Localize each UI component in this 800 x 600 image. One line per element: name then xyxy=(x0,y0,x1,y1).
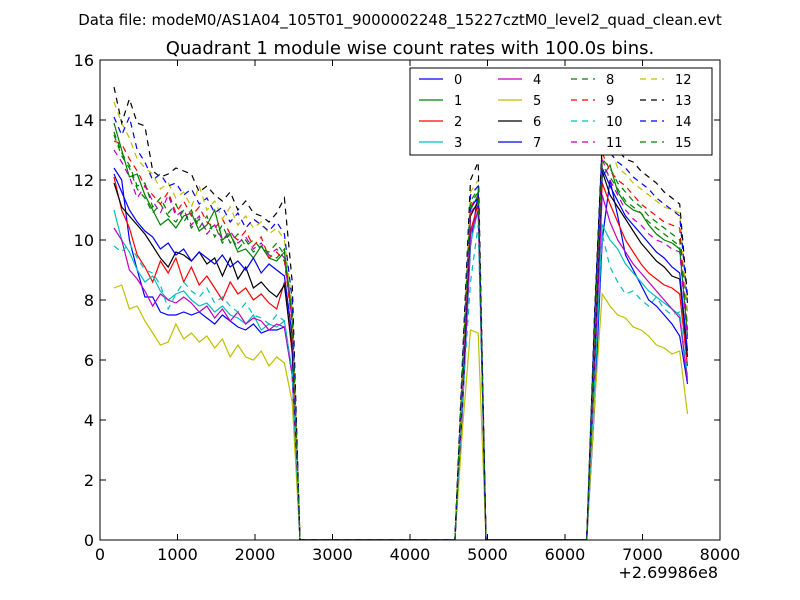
x-tick-label: 1000 xyxy=(157,545,198,564)
y-tick-label: 14 xyxy=(74,111,94,130)
legend-label-3: 3 xyxy=(454,136,462,151)
legend-label-7: 7 xyxy=(533,136,541,151)
y-tick-label: 12 xyxy=(74,171,94,190)
legend-label-2: 2 xyxy=(454,115,462,130)
legend-label-14: 14 xyxy=(675,115,692,130)
x-tick-label: 2000 xyxy=(235,545,276,564)
x-tick-label: 5000 xyxy=(467,545,508,564)
legend-label-8: 8 xyxy=(606,73,614,88)
legend-label-1: 1 xyxy=(454,94,462,109)
legend-label-13: 13 xyxy=(675,94,692,109)
legend-label-5: 5 xyxy=(533,94,541,109)
legend-label-0: 0 xyxy=(454,73,462,88)
legend-label-9: 9 xyxy=(606,94,614,109)
data-file-suptitle: Data file: modeM0/AS1A04_105T01_90000022… xyxy=(78,11,722,30)
series-line-10 xyxy=(113,224,689,540)
x-tick-label: 3000 xyxy=(312,545,353,564)
y-tick-label: 2 xyxy=(84,471,94,490)
x-tick-label: 7000 xyxy=(622,545,663,564)
chart-title: Quadrant 1 module wise count rates with … xyxy=(166,38,655,59)
x-tick-label: 8000 xyxy=(700,545,741,564)
legend-label-10: 10 xyxy=(606,115,623,130)
x-tick-label: 4000 xyxy=(390,545,431,564)
legend-label-12: 12 xyxy=(675,73,692,88)
y-tick-label: 16 xyxy=(74,51,94,70)
legend-box xyxy=(409,67,713,156)
y-tick-label: 4 xyxy=(84,411,94,430)
y-tick-label: 8 xyxy=(84,291,94,310)
x-tick-label: 0 xyxy=(95,545,105,564)
legend-label-4: 4 xyxy=(533,73,541,88)
legend-label-11: 11 xyxy=(606,136,623,151)
y-tick-label: 10 xyxy=(74,231,94,250)
series-line-5 xyxy=(113,284,689,540)
legend-label-15: 15 xyxy=(675,136,692,151)
y-tick-label: 6 xyxy=(84,351,94,370)
legend-label-6: 6 xyxy=(533,115,541,130)
y-tick-label: 0 xyxy=(84,531,94,550)
x-tick-label: 6000 xyxy=(545,545,586,564)
x-offset-label: +2.69986e8 xyxy=(618,563,718,582)
